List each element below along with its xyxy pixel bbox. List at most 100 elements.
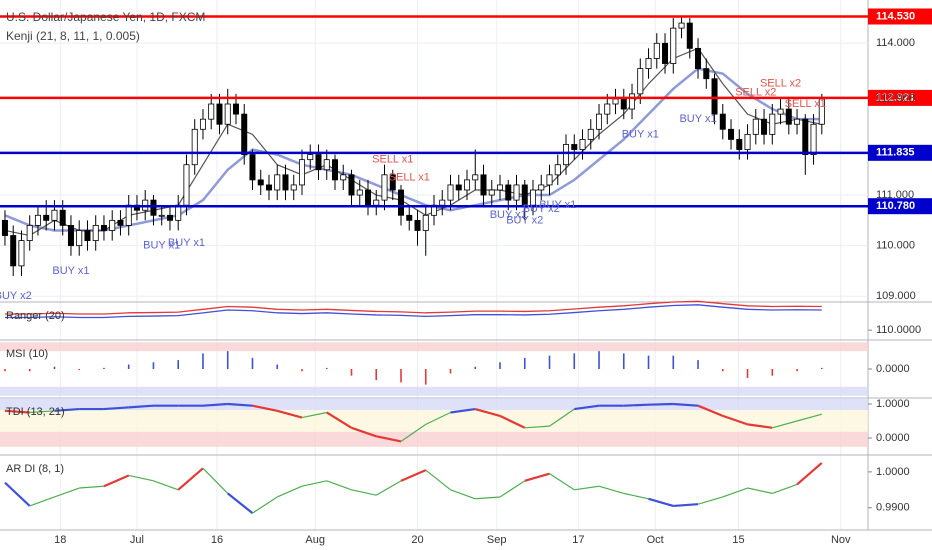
candle-body [249,154,256,181]
zone-band [0,398,868,411]
candle-body [340,174,347,181]
indicator-segment [301,480,327,487]
candle-body [389,174,396,191]
candle-body [728,128,735,140]
panel-title: TDI (13, 21) [6,406,65,418]
zone-band [0,342,868,352]
candle-body [331,159,338,181]
candle-body [10,235,17,267]
signal-label: SELL x2 [760,78,801,90]
signal-label: BUY x1 [622,128,659,140]
signal-label: BUY x1 [143,240,180,252]
level-label: 114.530 [876,10,915,22]
indicator-segment [524,472,550,482]
x-tick-label: Aug [305,534,325,546]
candle-body [711,78,718,115]
candle-body [216,103,223,125]
x-tick-label: 17 [572,534,584,546]
indicator-segment [796,462,823,486]
indicator-segment [4,481,31,507]
candle-body [76,230,83,247]
indicator-segment [351,489,377,496]
indicator-segment [549,473,575,491]
indicator-segment [103,406,129,411]
indicator-segment [474,408,501,417]
signal-label: BUY x2 [506,214,543,226]
signal-label: BUY x2 [0,290,32,302]
candle-body [744,133,751,150]
candle-body [175,204,182,221]
indicator-segment [54,407,80,412]
level-label: 112.921 [876,92,915,104]
indicator-segment [276,485,303,498]
y-tick-label: 110.0000 [876,324,921,336]
indicator-segment [103,474,130,488]
candle-body [232,103,239,115]
indicator-line [4,300,822,315]
candle-body [538,184,545,191]
indicator-segment [326,480,352,491]
candle-body [752,118,759,135]
candle-body [265,184,272,191]
candle-body [488,189,495,196]
y-tick-label: 114.000 [876,37,915,49]
y-tick-label: 1.0000 [876,398,910,410]
signal-label: SELL x1 [389,171,430,183]
indicator-segment [673,503,699,508]
candle-body [802,118,809,155]
candle-body [364,189,371,206]
candle-body [67,225,74,247]
candle-body [307,154,314,161]
candle-body [464,179,471,191]
candle-body [497,184,504,191]
indicator-segment [326,411,353,429]
candle-body [290,184,297,191]
candle-body [199,118,206,130]
indicator-segment [623,403,649,407]
candle-body [736,139,743,150]
indicator-segment [276,409,303,419]
y-tick-label: 0.9900 [876,502,910,514]
indicator-segment [524,425,550,429]
candle-body [794,118,801,125]
candle-body [505,184,512,201]
y-tick-label: 0.0000 [876,432,910,444]
indicator-segment [673,402,699,407]
candle-body [653,42,660,59]
x-tick-label: 20 [411,534,423,546]
indicator-segment [574,404,600,411]
indicator-segment [128,474,154,482]
candle-body [34,214,41,226]
candle-body [447,184,454,201]
candle-body [166,214,173,221]
candle-body [546,174,553,186]
indicator-segment [623,492,649,500]
candle-body [554,164,561,176]
candle-body [59,209,66,226]
candle-body [406,214,413,221]
indicator-segment [29,410,55,414]
signal-label: SELL x1 [372,154,413,166]
candle-body [686,22,693,49]
last-price-label: 112.908 [876,92,915,104]
candle-body [596,113,603,130]
signal-label: BUY x1 [490,209,527,221]
candle-body [241,113,248,155]
candle-body [662,42,669,64]
candle-body [51,209,58,221]
panel-title: AR DI (8, 1) [6,463,64,475]
signal-label: SELL x1 [785,98,826,110]
candle-body [620,98,627,110]
candle-body [414,219,421,231]
panel-title: Ranger (20) [6,310,65,322]
candle-body [472,174,479,181]
signal-label: BUY x1 [679,113,716,125]
foreground: U.S. Dollar/Japanese Yen, 1D, FXCM Kenji… [0,8,932,546]
candle-body [183,164,190,206]
indicator-segment [4,409,30,414]
candle-body [100,225,107,231]
candle-body [719,113,726,130]
indicator-segment [450,489,476,500]
candle-body [612,98,619,105]
candle-body [191,128,198,166]
